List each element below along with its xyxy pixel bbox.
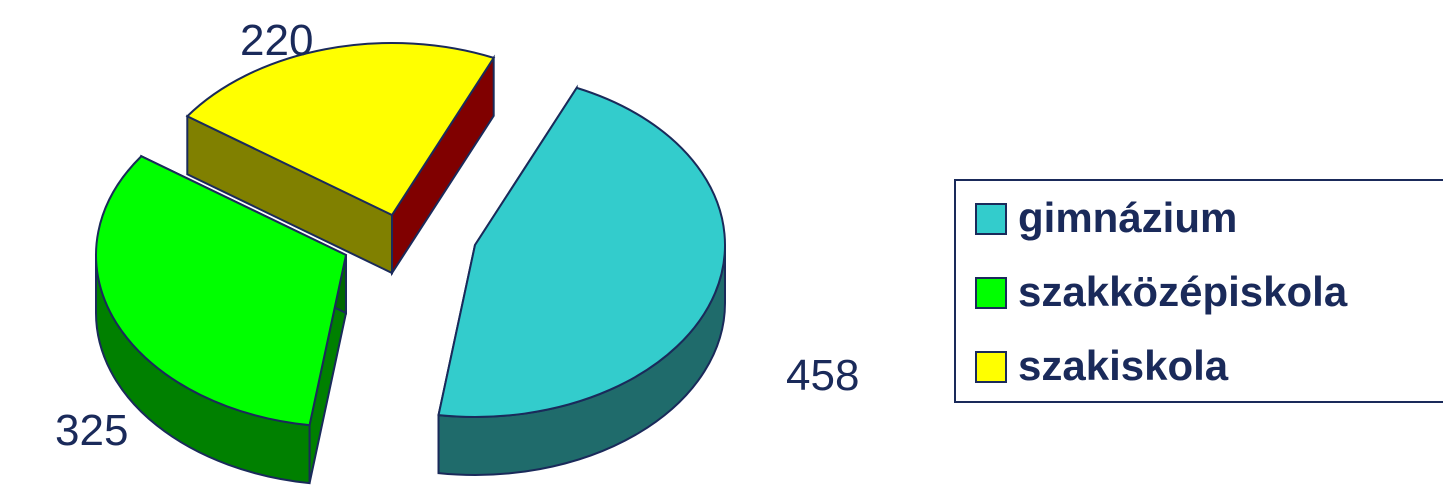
legend-items: gimnázium szakközépiskola szakiskola bbox=[975, 194, 1348, 389]
pie-slice-top bbox=[185, 42, 496, 217]
data-label-0: 458 bbox=[786, 351, 859, 400]
data-label-2: 220 bbox=[240, 16, 313, 65]
legend-swatch bbox=[975, 351, 1007, 383]
data-label-1: 325 bbox=[55, 406, 128, 455]
pie-slice-1 bbox=[95, 154, 348, 485]
legend-frame bbox=[954, 179, 1443, 403]
pie-slice-top bbox=[437, 86, 726, 418]
data-labels: 220 325 458 bbox=[55, 16, 859, 455]
legend-label: gimnázium bbox=[1018, 194, 1237, 241]
legend-label: szakközépiskola bbox=[1018, 268, 1348, 315]
pie-slices bbox=[95, 42, 726, 485]
legend-label: szakiskola bbox=[1018, 342, 1229, 389]
pie-slice-top bbox=[95, 155, 348, 427]
legend-swatch bbox=[975, 203, 1007, 235]
pie-slice-0 bbox=[437, 84, 726, 476]
legend: gimnázium szakközépiskola szakiskola bbox=[954, 179, 1443, 403]
pie-slice-2 bbox=[185, 42, 496, 277]
legend-swatch bbox=[975, 277, 1007, 309]
